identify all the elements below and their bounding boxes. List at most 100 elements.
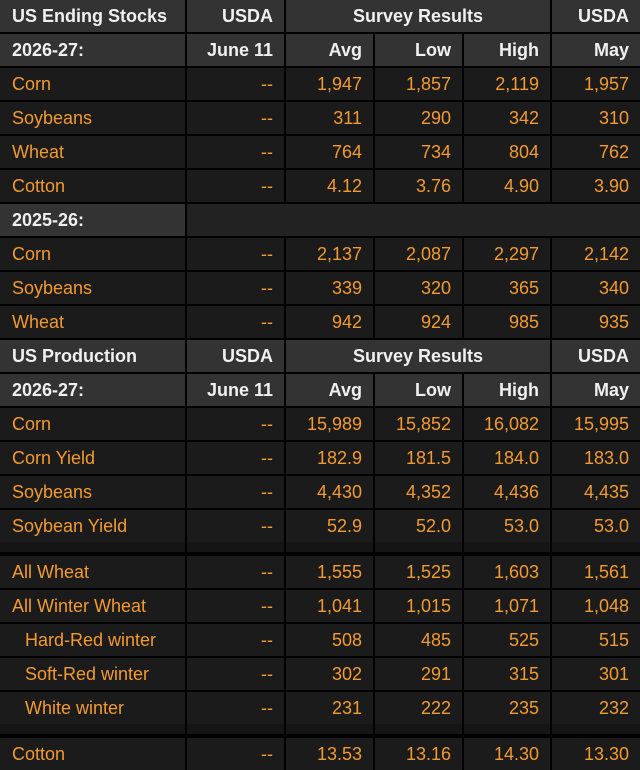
value-cell-text: 508: [331, 629, 362, 650]
value-cell: --: [187, 692, 284, 724]
value-cell: 15,989: [286, 408, 373, 440]
value-cell-text: 525: [508, 629, 539, 650]
row-label: Soybeans: [0, 272, 185, 304]
value-cell: 52.0: [375, 510, 462, 542]
row-label-text: Corn: [12, 243, 52, 264]
row-label: Soybeans: [0, 102, 185, 134]
spacer: [286, 724, 373, 734]
value-cell-text: 14.30: [493, 743, 539, 764]
row-label-text: All Winter Wheat: [12, 595, 147, 616]
column-header-text: Low: [415, 39, 451, 60]
value-cell-text: 311: [333, 107, 362, 128]
value-cell-text: 53.0: [503, 515, 539, 536]
value-cell: --: [187, 170, 284, 202]
value-cell: --: [187, 136, 284, 168]
value-cell-text: 1,555: [316, 561, 362, 582]
value-cell-text: --: [261, 697, 273, 718]
value-cell-text: 15,852: [395, 413, 451, 434]
period-label: 2026-27:: [0, 374, 185, 406]
value-cell-text: 4,435: [583, 481, 629, 502]
column-header-text: June 11: [206, 379, 273, 400]
value-cell-text: 1,603: [493, 561, 539, 582]
spacer: [187, 724, 284, 734]
value-cell-text: 183.0: [583, 447, 629, 468]
value-cell: 311: [286, 102, 373, 134]
value-cell: 15,852: [375, 408, 462, 440]
row-label: Hard-Red winter: [0, 624, 185, 656]
value-cell: 2,297: [464, 238, 550, 270]
value-cell: 231: [286, 692, 373, 724]
value-cell-text: 182.9: [316, 447, 362, 468]
value-cell: 13.53: [286, 738, 373, 770]
value-cell-text: --: [261, 277, 273, 298]
value-cell-text: --: [261, 629, 273, 650]
value-cell: 2,087: [375, 238, 462, 270]
column-header: High: [464, 34, 550, 66]
spacer: [464, 542, 550, 552]
column-header: May: [552, 374, 640, 406]
column-header: June 11: [187, 374, 284, 406]
value-cell: 13.16: [375, 738, 462, 770]
value-cell: --: [187, 556, 284, 588]
value-cell-text: 935: [598, 311, 629, 332]
row-label-text: Cotton: [12, 175, 66, 196]
value-cell-text: 1,041: [316, 595, 362, 616]
value-cell-text: 184.0: [493, 447, 539, 468]
value-cell: 339: [286, 272, 373, 304]
row-label-text: Soft-Red winter: [25, 663, 150, 684]
value-cell: --: [187, 102, 284, 134]
row-label-text: Soybeans: [12, 277, 93, 298]
value-cell-text: 181.5: [405, 447, 451, 468]
value-cell: 4.12: [286, 170, 373, 202]
value-cell-text: 2,297: [493, 243, 539, 264]
row-label-text: White winter: [25, 697, 125, 718]
value-cell-text: 1,525: [405, 561, 451, 582]
value-cell: 3.76: [375, 170, 462, 202]
value-cell-text: 339: [331, 277, 362, 298]
value-cell-text: 1,048: [583, 595, 629, 616]
value-cell: 1,041: [286, 590, 373, 622]
value-cell: 14.30: [464, 738, 550, 770]
row-label-text: All Wheat: [12, 561, 90, 582]
row-label: Soybean Yield: [0, 510, 185, 542]
row-label: Corn: [0, 238, 185, 270]
value-cell-text: 1,071: [493, 595, 539, 616]
row-label: Corn: [0, 408, 185, 440]
row-label-text: Soybean Yield: [12, 515, 128, 536]
value-cell-text: 4,436: [493, 481, 539, 502]
value-cell-text: 4.90: [503, 175, 539, 196]
row-label: Cotton: [0, 738, 185, 770]
value-cell: 515: [552, 624, 640, 656]
row-filler: [187, 204, 640, 236]
value-cell: --: [187, 510, 284, 542]
prior-header-text: USDA: [577, 345, 629, 366]
column-header-text: High: [499, 379, 539, 400]
column-header: May: [552, 34, 640, 66]
value-cell-text: 764: [331, 141, 362, 162]
value-cell-text: --: [261, 141, 273, 162]
value-cell-text: --: [261, 743, 273, 764]
value-cell: 985: [464, 306, 550, 338]
value-cell: 1,561: [552, 556, 640, 588]
value-cell-text: 310: [598, 107, 629, 128]
source-header: USDA: [187, 340, 284, 372]
value-cell: 4.90: [464, 170, 550, 202]
period-label-text: 2025-26:: [12, 209, 85, 230]
value-cell-text: 485: [420, 629, 451, 650]
value-cell-text: --: [261, 107, 273, 128]
value-cell: 53.0: [552, 510, 640, 542]
value-cell: 942: [286, 306, 373, 338]
value-cell-text: 4.12: [326, 175, 362, 196]
value-cell: 1,603: [464, 556, 550, 588]
value-cell: 315: [464, 658, 550, 690]
row-label-text: Corn: [12, 413, 52, 434]
value-cell-text: 3.90: [593, 175, 629, 196]
value-cell-text: 2,087: [405, 243, 451, 264]
row-label-text: Corn: [12, 73, 52, 94]
row-label-text: Wheat: [12, 141, 65, 162]
value-cell: 235: [464, 692, 550, 724]
column-header-text: Avg: [328, 39, 362, 60]
section-title: US Production: [0, 340, 185, 372]
value-cell: 4,352: [375, 476, 462, 508]
value-cell-text: 13.30: [583, 743, 629, 764]
